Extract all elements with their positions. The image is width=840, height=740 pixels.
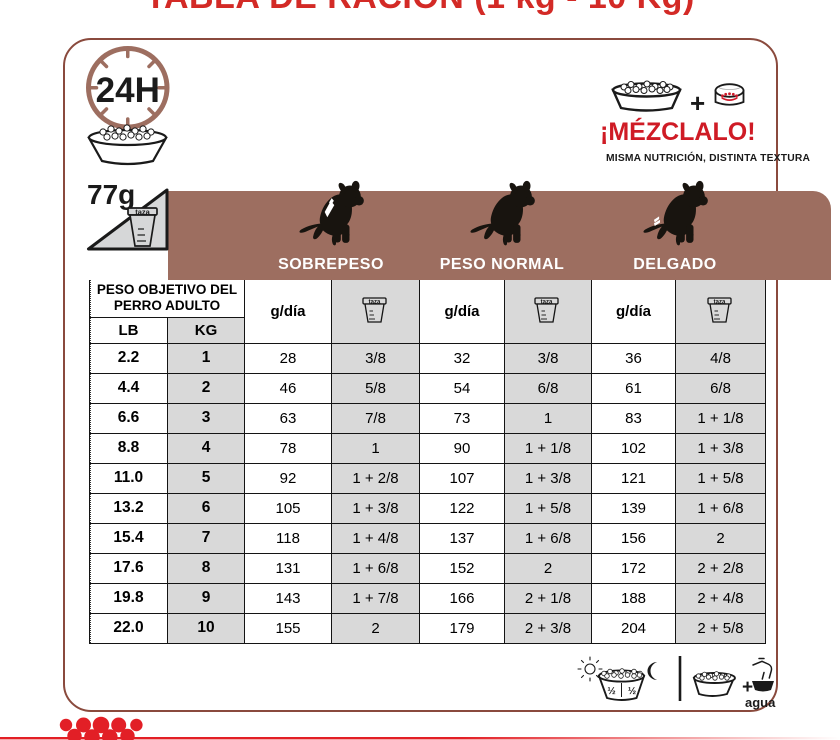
svg-text:77g: 77g xyxy=(87,179,135,210)
svg-text:½: ½ xyxy=(628,686,636,697)
svg-text:24H: 24H xyxy=(96,71,160,110)
svg-text:½: ½ xyxy=(607,686,615,697)
svg-text:agua: agua xyxy=(745,695,776,710)
svg-text:taza: taza xyxy=(135,208,150,217)
svg-text:taza: taza xyxy=(541,300,553,306)
svg-text:taza: taza xyxy=(368,300,380,306)
svg-text:taza: taza xyxy=(713,300,725,306)
